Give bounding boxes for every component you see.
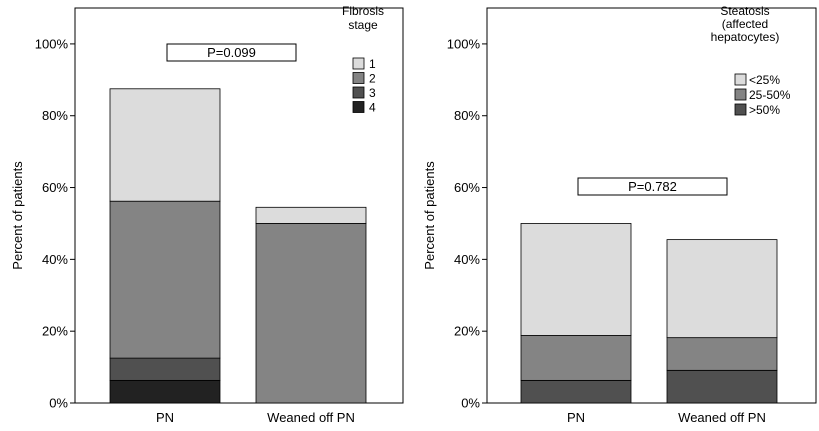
legend-swatch [352, 101, 365, 113]
legend-label: >50% [749, 103, 780, 117]
legend-label: 4 [369, 101, 376, 115]
y-tick-label: 100% [447, 36, 481, 51]
y-tick-label: 20% [454, 324, 480, 339]
p-value-label: P=0.099 [207, 45, 256, 60]
bar-segment [109, 200, 221, 359]
y-tick-label: 40% [42, 252, 68, 267]
p-value-box [166, 43, 297, 62]
legend-title: Steatosis [720, 4, 769, 18]
bar-segment [666, 337, 778, 371]
y-axis-label: Percent of patients [10, 161, 25, 270]
bar-segment [109, 357, 221, 381]
y-tick-label: 80% [42, 108, 68, 123]
legend-label: 2 [369, 72, 376, 86]
bar-segment [255, 206, 367, 224]
legend-label: 25-50% [749, 88, 791, 102]
legend-title: (affected [722, 17, 768, 31]
legend-swatch [734, 88, 747, 101]
y-axis-label: Percent of patients [422, 161, 437, 270]
y-tick-label: 0% [49, 396, 68, 411]
legend-title: Fibrosis [342, 4, 384, 18]
bar-segment [666, 239, 778, 339]
y-tick-label: 100% [35, 36, 69, 51]
legend-swatch [352, 72, 365, 84]
x-tick-label: Weaned off PN [267, 410, 355, 425]
chart-panel-2: 0% 20% 40% 60% 80% 100% Percent of patients PN W… [422, 4, 817, 425]
y-tick-label: 0% [461, 396, 480, 411]
bar-segment [666, 369, 778, 404]
legend-title: stage [348, 18, 378, 32]
y-tick-label: 20% [42, 324, 68, 339]
legend-label: <25% [749, 73, 780, 87]
legend-label: 3 [369, 86, 376, 100]
bar-segment [109, 88, 221, 202]
bar-segment [520, 223, 632, 336]
bar-segment [109, 379, 221, 404]
bar-segment [520, 379, 632, 404]
bar-segment [520, 335, 632, 381]
legend-swatch [734, 103, 747, 116]
legend-swatch [734, 73, 747, 86]
x-tick-label: Weaned off PN [678, 410, 766, 425]
legend-swatch [352, 86, 365, 99]
y-tick-label: 60% [42, 180, 68, 195]
p-value-box [577, 177, 728, 196]
bar-segment [255, 223, 367, 404]
p-value-label: P=0.782 [628, 179, 677, 194]
legend-swatch [352, 57, 365, 70]
plot-frame [74, 7, 404, 404]
y-tick-label: 60% [454, 180, 480, 195]
legend-label: 1 [369, 57, 376, 71]
x-tick-label: PN [156, 410, 174, 425]
y-tick-label: 80% [454, 108, 480, 123]
x-tick-label: PN [567, 410, 585, 425]
legend-title: hepatocytes) [711, 30, 780, 44]
chart-panel-1: 0% 20% 40% 60% 80% 100% Percent of patients PN W… [10, 4, 404, 425]
plot-frame [486, 7, 817, 404]
y-tick-label: 40% [454, 252, 480, 267]
